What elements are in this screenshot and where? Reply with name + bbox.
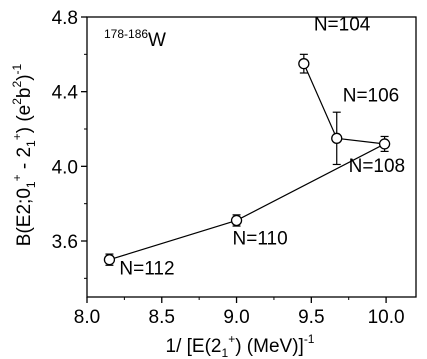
y-tick-label: 4.8	[52, 8, 78, 29]
data-point	[331, 132, 343, 144]
x-tick-label: 8.5	[149, 307, 175, 328]
x-tick-label: 9.5	[298, 307, 324, 328]
y-tick-label: 4.4	[52, 83, 79, 104]
point-labels: N=112 N=110 N=108 N=106 N=104	[119, 15, 405, 280]
inset-label-main: W	[148, 30, 166, 51]
data-series	[103, 53, 391, 266]
inset-label-sup: 178-186	[104, 27, 148, 41]
x-tick-label: 9.0	[223, 307, 249, 328]
x-tick-label: 8.0	[74, 307, 100, 328]
point-label: N=104	[314, 15, 371, 36]
x-tick-label: 10.0	[368, 307, 405, 328]
data-point	[378, 138, 391, 150]
point-label: N=110	[233, 228, 288, 249]
y-axis-title: B(E2;01+ - 21+) (e2b2)-1	[10, 63, 38, 246]
y-tick-label: 4.0	[52, 157, 78, 178]
y-tick-label: 3.6	[52, 232, 78, 253]
x-axis-title: 1/ [E(21+) (MeV)]-1	[166, 332, 315, 359]
data-point	[230, 214, 243, 227]
point-label: N=106	[343, 85, 400, 106]
point-label: N=112	[119, 259, 174, 280]
inset-label: 178-186W	[104, 27, 166, 51]
data-point	[298, 58, 310, 70]
data-point	[103, 254, 116, 266]
plot-frame	[86, 16, 417, 298]
axes: 8.0 8.5 9.0 9.5 10.0 3.6 4.0 4.4 4.8	[52, 8, 417, 328]
point-label: N=108	[349, 156, 406, 177]
